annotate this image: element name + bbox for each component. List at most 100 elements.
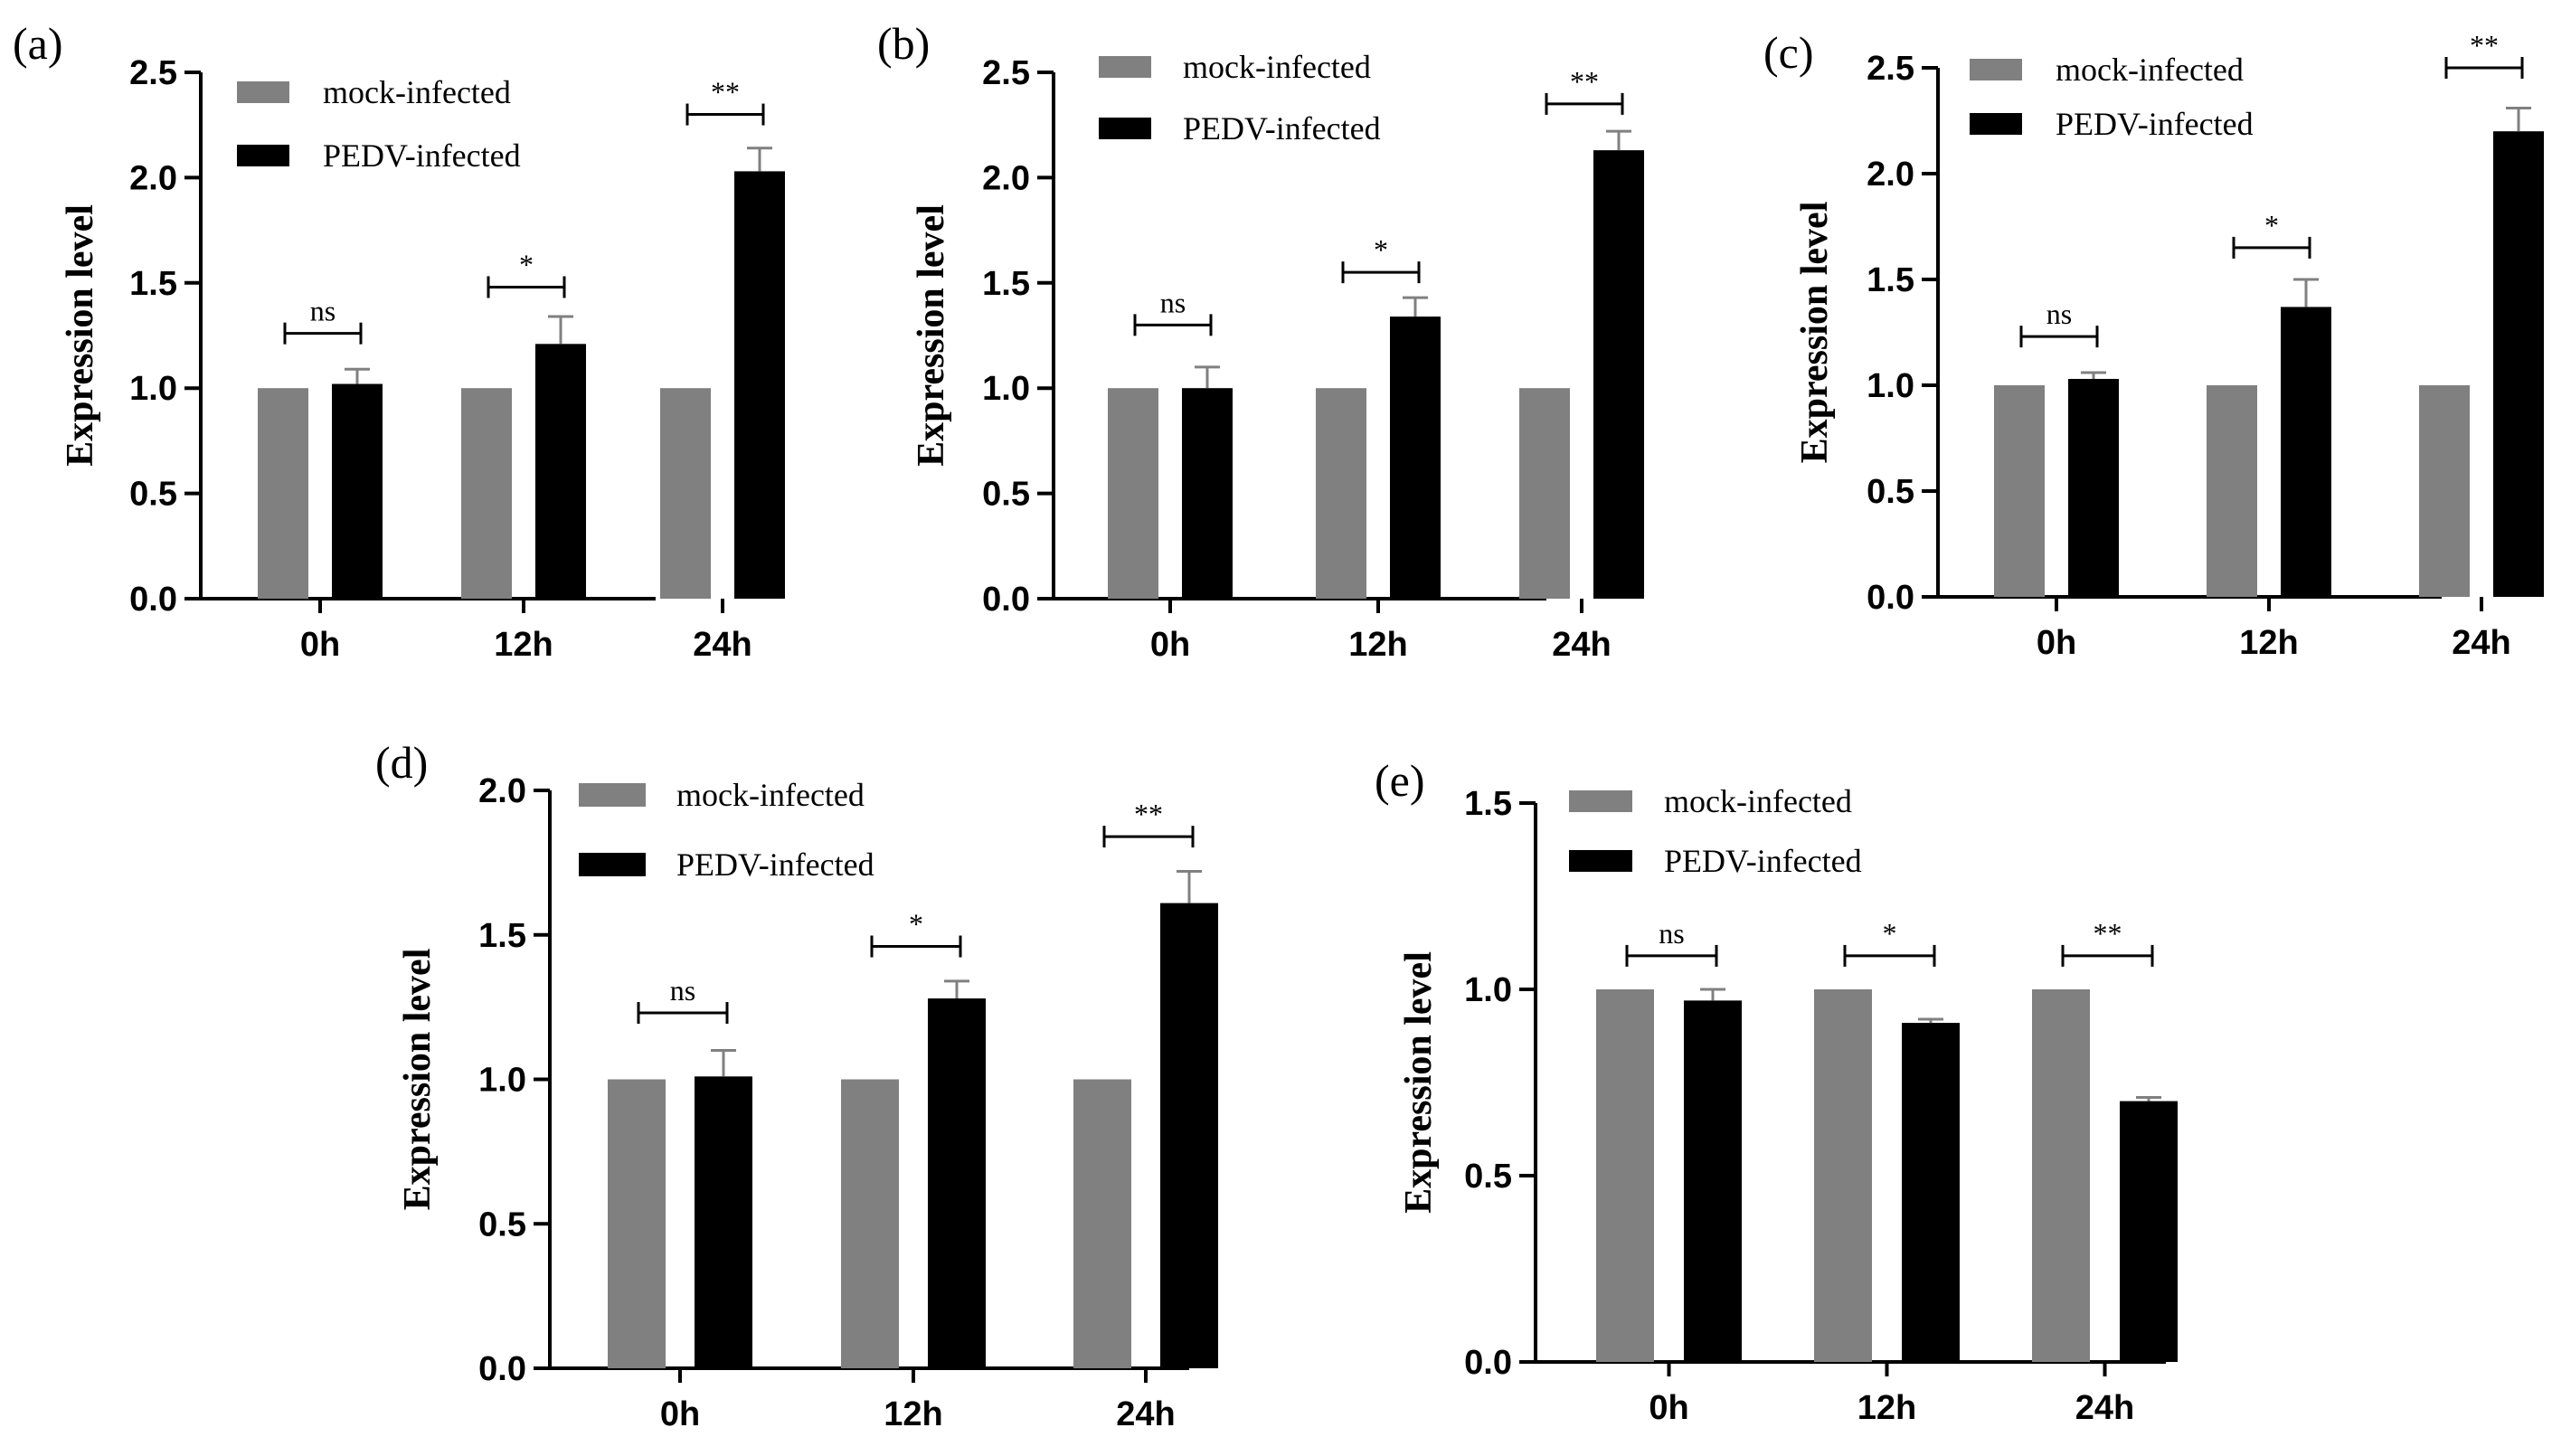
bar-pedv-infected — [734, 171, 785, 599]
x-tick-label: 0h — [1150, 626, 1190, 664]
legend-swatch-mock — [1970, 59, 2022, 80]
y-tick-label: 1.0 — [1464, 971, 1512, 1009]
bar-mock-infected — [461, 388, 512, 599]
y-tick-label: 1.5 — [1464, 785, 1512, 823]
x-tick-label: 24h — [1116, 1395, 1175, 1433]
chart-panel-2: (b) 0.0 0.5 1.0 1.5 2.0 2.5 Expression level 0h n… — [877, 18, 1644, 664]
significance-label: * — [519, 248, 534, 280]
y-tick-label: 0.0 — [478, 1350, 526, 1388]
bar-mock-infected — [1073, 1079, 1131, 1368]
bar-mock-infected — [1108, 388, 1158, 599]
x-tick-label: 0h — [1649, 1389, 1688, 1427]
panel-label: (b) — [877, 18, 930, 69]
x-tick-label: 0h — [660, 1395, 700, 1433]
significance-label: ns — [1160, 286, 1186, 318]
legend: mock-infected PEDV-infected — [579, 777, 874, 883]
significance-label: * — [909, 908, 923, 941]
bar-mock-infected — [2032, 989, 2090, 1362]
x-tick-label: 12h — [2239, 624, 2298, 662]
panel-label: (a) — [13, 18, 63, 69]
legend-swatch-pedv — [1099, 118, 1151, 139]
legend-swatch-pedv — [1970, 113, 2022, 135]
bar-pedv-infected — [2120, 1101, 2178, 1362]
y-tick-label: 1.5 — [129, 265, 177, 303]
y-tick-label: 2.0 — [129, 159, 177, 197]
bar-mock-infected — [841, 1079, 899, 1368]
panel-label: (c) — [1763, 27, 1814, 78]
bar-mock-infected — [258, 388, 308, 599]
bar-pedv-infected — [1160, 903, 1218, 1368]
legend: mock-infected PEDV-infected — [1569, 783, 1862, 879]
bar-pedv-infected — [1902, 1023, 1960, 1362]
significance-label: ** — [1570, 65, 1599, 98]
y-tick-label: 2.5 — [129, 54, 177, 92]
y-tick-label: 0.0 — [1867, 579, 1914, 617]
x-tick-label: 12h — [1348, 626, 1407, 664]
y-tick-label: 0.0 — [1464, 1344, 1512, 1382]
legend-swatch-pedv — [1569, 850, 1632, 872]
legend: mock-infected PEDV-infected — [1970, 52, 2254, 142]
significance-label: ** — [1134, 798, 1163, 830]
bar-mock-infected — [1994, 385, 2045, 597]
significance-label: ns — [670, 974, 695, 1007]
x-tick-label: 24h — [693, 626, 751, 664]
y-tick-label: 2.0 — [982, 159, 1030, 197]
chart-panel-1: (a) 0.0 0.5 1.0 1.5 2.0 2.5 Expression level 0h n… — [13, 18, 785, 664]
significance-label: ns — [2046, 298, 2072, 330]
x-tick-label: 0h — [2037, 624, 2076, 662]
legend-label-pedv: PEDV-infected — [676, 846, 874, 883]
bar-pedv-infected — [928, 998, 986, 1368]
y-tick-label: 1.5 — [478, 917, 526, 955]
bar-mock-infected — [1316, 388, 1366, 599]
y-tick-label: 0.0 — [129, 581, 177, 619]
y-tick-label: 0.5 — [129, 476, 177, 514]
legend-swatch-pedv — [237, 145, 289, 166]
chart-panel-5: (e) 0.0 0.5 1.0 1.5 Expression level 0h ns 12h * 2… — [1375, 755, 2178, 1427]
x-tick-label: 12h — [1857, 1389, 1916, 1427]
legend-label-pedv: PEDV-infected — [1183, 110, 1381, 147]
significance-label: ns — [310, 295, 336, 327]
bar-pedv-infected — [695, 1076, 752, 1368]
x-tick-label: 12h — [884, 1395, 942, 1433]
legend-swatch-mock — [579, 783, 646, 807]
bar-pedv-infected — [332, 383, 383, 599]
legend: mock-infected PEDV-infected — [1099, 49, 1381, 147]
y-tick-label: 1.5 — [1867, 261, 1914, 299]
bar-mock-infected — [1814, 989, 1872, 1362]
legend-swatch-pedv — [579, 853, 646, 876]
legend-label-pedv: PEDV-infected — [323, 137, 521, 174]
panel-label: (e) — [1375, 755, 1425, 806]
bar-pedv-infected — [2493, 131, 2544, 597]
y-tick-label: 1.0 — [1867, 367, 1914, 405]
x-tick-label: 24h — [2075, 1389, 2134, 1427]
bar-mock-infected — [1596, 989, 1654, 1362]
legend-label-pedv: PEDV-infected — [1664, 843, 1862, 879]
bar-mock-infected — [2419, 385, 2470, 597]
y-tick-label: 2.5 — [982, 54, 1030, 92]
legend-swatch-mock — [1569, 790, 1632, 812]
y-axis-title: Expression level — [1794, 202, 1836, 464]
y-tick-label: 0.5 — [1464, 1158, 1512, 1196]
y-tick-label: 0.5 — [982, 476, 1030, 514]
legend-label-mock: mock-infected — [1183, 49, 1371, 85]
legend-swatch-mock — [237, 81, 289, 103]
y-tick-label: 2.0 — [478, 772, 526, 810]
y-tick-label: 0.5 — [478, 1205, 526, 1243]
y-tick-label: 1.0 — [129, 370, 177, 408]
bar-mock-infected — [608, 1079, 666, 1368]
y-tick-label: 0.5 — [1867, 473, 1914, 511]
y-axis-title: Expression level — [397, 949, 439, 1211]
bar-pedv-infected — [535, 344, 586, 599]
y-axis-title: Expression level — [911, 204, 952, 467]
significance-label: * — [2264, 209, 2279, 241]
bar-pedv-infected — [1684, 1000, 1742, 1362]
significance-label: ** — [711, 76, 740, 109]
significance-label: ** — [2094, 917, 2122, 950]
x-tick-label: 0h — [300, 626, 340, 664]
legend-label-mock: mock-infected — [323, 74, 511, 110]
y-tick-label: 1.0 — [478, 1062, 526, 1100]
x-tick-label: 24h — [1552, 626, 1611, 664]
y-tick-label: 0.0 — [982, 581, 1030, 619]
bar-mock-infected — [2207, 385, 2257, 597]
